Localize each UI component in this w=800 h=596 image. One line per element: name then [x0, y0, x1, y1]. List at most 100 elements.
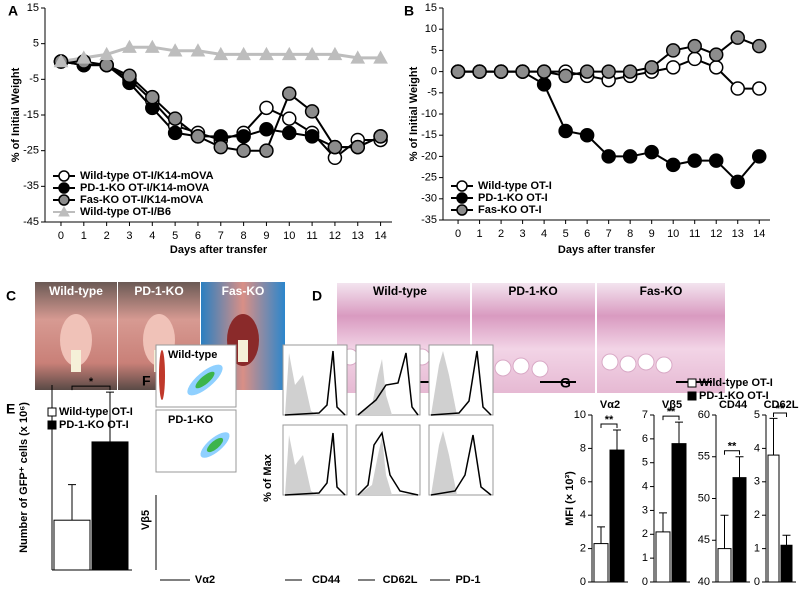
significance-bracket	[724, 450, 740, 455]
histograms	[282, 344, 494, 496]
data-point	[751, 38, 767, 54]
chart-title: Vβ5	[662, 399, 682, 411]
legend-label: PD-1-KO OT-I	[478, 192, 548, 204]
data-point	[687, 153, 702, 168]
bar	[780, 544, 793, 583]
significance-label: **	[728, 441, 737, 453]
histology	[597, 283, 725, 393]
x-tick-label: 8	[627, 228, 633, 240]
y-tick-label: -35	[23, 180, 39, 192]
x-tick-label: 2	[498, 228, 504, 240]
x-tick-label: 9	[263, 230, 269, 242]
histology-label: PD-1-KO	[508, 284, 557, 298]
y-tick-label: 10	[425, 23, 437, 35]
histology-label: Wild-type	[373, 284, 427, 298]
x-tick-label: 3	[126, 230, 132, 242]
legend-swatch	[47, 407, 57, 417]
x-tick-label: 13	[732, 228, 744, 240]
data-point	[665, 60, 681, 75]
error-bar	[769, 417, 778, 456]
x-tick-label: 1	[477, 228, 483, 240]
bar	[53, 519, 91, 571]
error-bar	[735, 456, 744, 478]
data-point	[282, 125, 297, 141]
dot-plot	[155, 344, 237, 408]
data-point	[236, 129, 251, 144]
x-tick-label: 7	[218, 230, 224, 242]
data-point	[122, 39, 137, 53]
y-tick-label: -25	[421, 172, 437, 184]
y-tick-label: 45	[698, 534, 710, 546]
x-tick-label: 5	[172, 230, 178, 242]
data-point	[450, 64, 466, 79]
axis-label: CD44	[312, 574, 341, 586]
data-point	[373, 50, 388, 64]
significance-label: *	[89, 376, 94, 388]
y-tick-label: 40	[698, 576, 710, 588]
axis-label: CD62L	[383, 574, 418, 586]
x-tick-label: 12	[329, 230, 341, 242]
data-point	[751, 81, 767, 96]
data-point	[259, 143, 274, 158]
data-point	[259, 122, 274, 137]
legend-swatch	[47, 420, 57, 430]
data-point	[236, 143, 251, 158]
y-tick-label: 1	[754, 543, 760, 555]
photo-label: PD-1-KO	[134, 284, 183, 298]
row-label: PD-1-KO	[168, 414, 214, 426]
data-point	[558, 123, 573, 139]
y-tick-label: 5	[431, 44, 437, 56]
x-tick-label: 11	[689, 228, 700, 240]
legend-swatch	[687, 378, 697, 388]
y-axis-label: MFI (× 10³)	[564, 471, 576, 526]
x-tick-label: 1	[81, 230, 87, 242]
x-tick-label: 0	[58, 230, 64, 242]
y-tick-label: 2	[642, 528, 648, 540]
y-tick-label: 0	[431, 66, 437, 78]
data-point	[687, 38, 702, 54]
y-tick-label: 2	[754, 509, 760, 521]
legend-label: Fas-KO OT-I	[478, 204, 542, 216]
error-bar	[675, 421, 683, 444]
data-point	[190, 43, 206, 57]
y-tick-label: -5	[427, 87, 437, 99]
data-point	[644, 144, 659, 160]
data-point	[144, 39, 160, 53]
data-point	[304, 129, 320, 144]
x-tick-label: 14	[753, 228, 765, 240]
error-bar	[720, 514, 729, 549]
significance-bracket	[600, 423, 618, 429]
panel-label: E	[6, 401, 15, 417]
y-tick-label: 10	[574, 409, 586, 421]
legend-marker	[456, 204, 468, 216]
axis-label: % of Max	[262, 453, 274, 502]
y-tick-label: 4	[754, 442, 760, 454]
data-point	[145, 89, 160, 105]
y-tick-label: 55	[698, 451, 710, 463]
legend-label: Wild-type OT-I/B6	[80, 206, 171, 218]
data-point	[536, 64, 552, 79]
legend-label: Wild-type OT-I/K14-mOVA	[80, 170, 214, 182]
x-tick-label: 0	[455, 228, 461, 240]
legend-marker	[58, 194, 70, 206]
data-point	[327, 139, 343, 155]
data-point	[558, 68, 573, 84]
panel-label: G	[560, 375, 571, 391]
y-tick-label: -45	[23, 216, 39, 228]
error-bar	[782, 534, 791, 546]
y-axis-label: % of Initial Weight	[408, 66, 420, 161]
y-tick-label: 7	[642, 409, 648, 421]
y-tick-label: 6	[580, 476, 586, 488]
significance-label: **	[605, 414, 614, 426]
y-tick-label: 5	[754, 409, 760, 421]
data-point	[579, 64, 595, 79]
legend-label: PD-1-KO OT-I	[699, 390, 769, 402]
data-point	[259, 46, 274, 61]
bar	[91, 441, 129, 571]
x-tick-label: 6	[195, 230, 201, 242]
x-tick-label: 4	[149, 230, 155, 242]
data-point	[708, 47, 724, 62]
legend-swatch	[687, 391, 697, 401]
histology-label: Fas-KO	[640, 284, 683, 298]
mouth	[60, 314, 92, 366]
